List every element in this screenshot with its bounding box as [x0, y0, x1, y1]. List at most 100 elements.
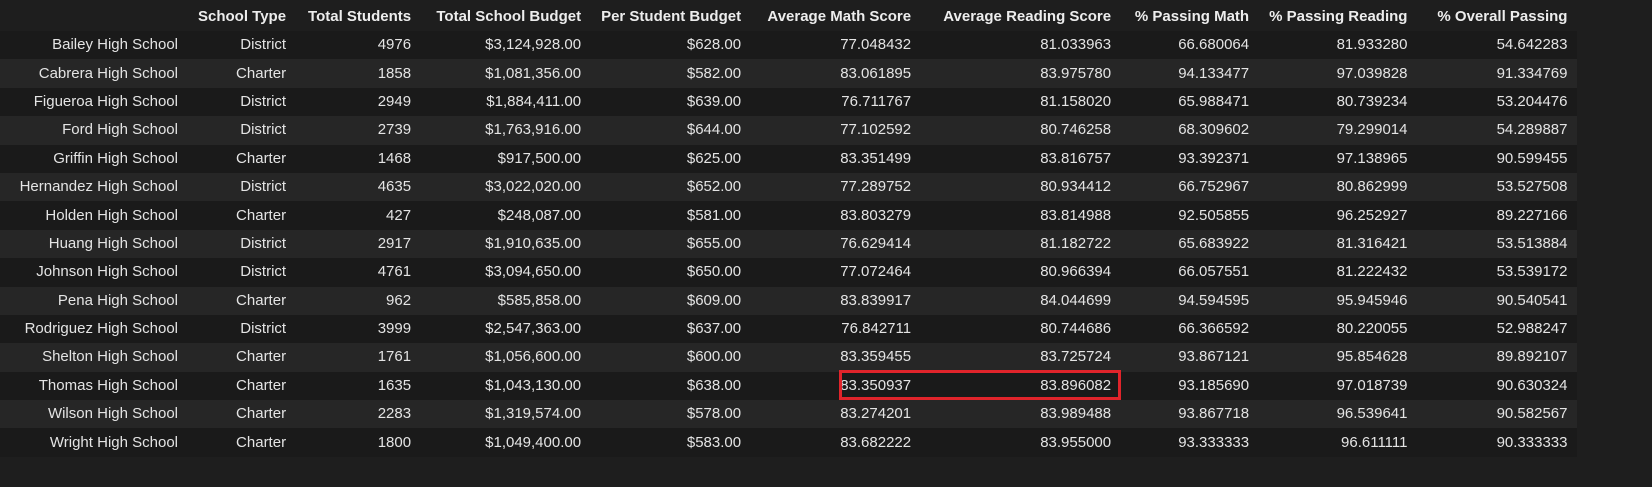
- table-cell: 66.680064: [1121, 31, 1260, 60]
- table-cell: Charter: [188, 400, 297, 429]
- table-cell: $3,094,650.00: [421, 258, 592, 287]
- column-header: School Type: [188, 2, 297, 31]
- table-cell: 54.289887: [1417, 116, 1578, 145]
- row-index-label: Ford High School: [0, 116, 188, 145]
- table-cell: 77.102592: [751, 116, 922, 145]
- table-cell: 90.599455: [1417, 144, 1578, 173]
- table-cell: 81.316421: [1259, 229, 1418, 259]
- table-cell: 83.061895: [751, 59, 922, 88]
- table-cell: 53.204476: [1417, 87, 1578, 117]
- table-cell: 90.630324: [1417, 371, 1578, 401]
- table-cell: 1761: [296, 343, 422, 372]
- table-cell: 93.392371: [1121, 144, 1260, 173]
- row-index-label: Rodriguez High School: [0, 314, 188, 344]
- table-cell: 53.527508: [1417, 172, 1578, 202]
- table-cell: $583.00: [591, 428, 752, 457]
- table-cell: Charter: [188, 59, 297, 88]
- table-cell: 79.299014: [1259, 116, 1418, 145]
- table-cell: District: [188, 87, 297, 117]
- column-header: Total School Budget: [421, 2, 592, 31]
- table-cell: $1,056,600.00: [421, 343, 592, 372]
- table-row: Pena High School Charter 962 $585,858.00 $60…: [0, 286, 1578, 315]
- table-cell: 93.333333: [1121, 428, 1260, 457]
- table-cell: 83.359455: [751, 343, 922, 372]
- row-index-label: Cabrera High School: [0, 59, 188, 88]
- row-index-label: Shelton High School: [0, 343, 188, 372]
- table-cell: 2949: [296, 87, 422, 117]
- table-cell: 65.683922: [1121, 229, 1260, 259]
- column-header: % Passing Reading: [1259, 2, 1418, 31]
- table-cell: $639.00: [591, 87, 752, 117]
- table-cell: 81.182722: [921, 229, 1122, 259]
- column-header: Average Reading Score: [921, 2, 1122, 31]
- table-header: School Type Total Students Total School …: [0, 2, 1578, 31]
- table-cell: $3,124,928.00: [421, 31, 592, 60]
- row-index-label: Hernandez High School: [0, 172, 188, 202]
- table-cell: 65.988471: [1121, 87, 1260, 117]
- column-header: Total Students: [296, 2, 422, 31]
- table-cell: 77.072464: [751, 258, 922, 287]
- table-cell: $600.00: [591, 343, 752, 372]
- table-cell: 83.816757: [921, 144, 1122, 173]
- table-cell: $1,763,916.00: [421, 116, 592, 145]
- table-cell: 92.505855: [1121, 201, 1260, 230]
- table-cell: 66.366592: [1121, 314, 1260, 344]
- column-header: % Passing Math: [1121, 2, 1260, 31]
- row-index-label: Johnson High School: [0, 258, 188, 287]
- table-cell: $1,319,574.00: [421, 400, 592, 429]
- table-cell: 83.989488: [921, 400, 1122, 429]
- table-cell: District: [188, 314, 297, 344]
- table-cell: 80.862999: [1259, 172, 1418, 202]
- table-cell: $917,500.00: [421, 144, 592, 173]
- table-cell: 53.539172: [1417, 258, 1578, 287]
- table-cell: 83.814988: [921, 201, 1122, 230]
- table-cell: $248,087.00: [421, 201, 592, 230]
- table-cell: $650.00: [591, 258, 752, 287]
- table-body: Bailey High School District 4976 $3,124,928…: [0, 31, 1578, 457]
- table-cell: 76.711767: [751, 87, 922, 117]
- table-cell: 96.539641: [1259, 400, 1418, 429]
- table-cell: 84.044699: [921, 286, 1122, 315]
- row-index-label: Pena High School: [0, 286, 188, 315]
- table-cell: $2,547,363.00: [421, 314, 592, 344]
- index-header: [0, 2, 188, 31]
- table-cell: 2917: [296, 229, 422, 259]
- table-cell: 81.033963: [921, 31, 1122, 60]
- row-index-label: Bailey High School: [0, 31, 188, 60]
- table-cell: 77.289752: [751, 172, 922, 202]
- column-header: Per Student Budget: [591, 2, 752, 31]
- table-cell: 83.725724: [921, 343, 1122, 372]
- table-cell: Charter: [188, 428, 297, 457]
- table-row: Hernandez High School District 4635 $3,022,…: [0, 172, 1578, 202]
- table-cell: 80.220055: [1259, 314, 1418, 344]
- table-cell: 66.752967: [1121, 172, 1260, 202]
- row-index-label: Holden High School: [0, 201, 188, 230]
- table-cell: District: [188, 31, 297, 60]
- table-cell: $638.00: [591, 371, 752, 401]
- table-cell: 83.896082: [921, 371, 1122, 401]
- school-summary-table: School Type Total Students Total School …: [0, 2, 1578, 457]
- table-cell: 427: [296, 201, 422, 230]
- table-cell: 97.018739: [1259, 371, 1418, 401]
- table-cell: 2739: [296, 116, 422, 145]
- table-cell: $578.00: [591, 400, 752, 429]
- table-cell: 83.274201: [751, 400, 922, 429]
- table-row: Holden High School Charter 427 $248,087.00 $…: [0, 201, 1578, 230]
- table-cell: $1,043,130.00: [421, 371, 592, 401]
- table-cell: 80.966394: [921, 258, 1122, 287]
- table-cell: 4976: [296, 31, 422, 60]
- table-row: Wright High School Charter 1800 $1,049,400.…: [0, 428, 1578, 457]
- table-row: Huang High School District 2917 $1,910,635.…: [0, 229, 1578, 259]
- table-cell: 83.803279: [751, 201, 922, 230]
- table-cell: $655.00: [591, 229, 752, 259]
- table-cell: District: [188, 258, 297, 287]
- table-cell: 83.350937: [751, 371, 922, 401]
- table-cell: $1,910,635.00: [421, 229, 592, 259]
- table-cell: 90.540541: [1417, 286, 1578, 315]
- table-row: Griffin High School Charter 1468 $917,500.0…: [0, 144, 1578, 173]
- table-cell: 81.222432: [1259, 258, 1418, 287]
- table-cell: 94.594595: [1121, 286, 1260, 315]
- table-cell: 2283: [296, 400, 422, 429]
- table-cell: 90.333333: [1417, 428, 1578, 457]
